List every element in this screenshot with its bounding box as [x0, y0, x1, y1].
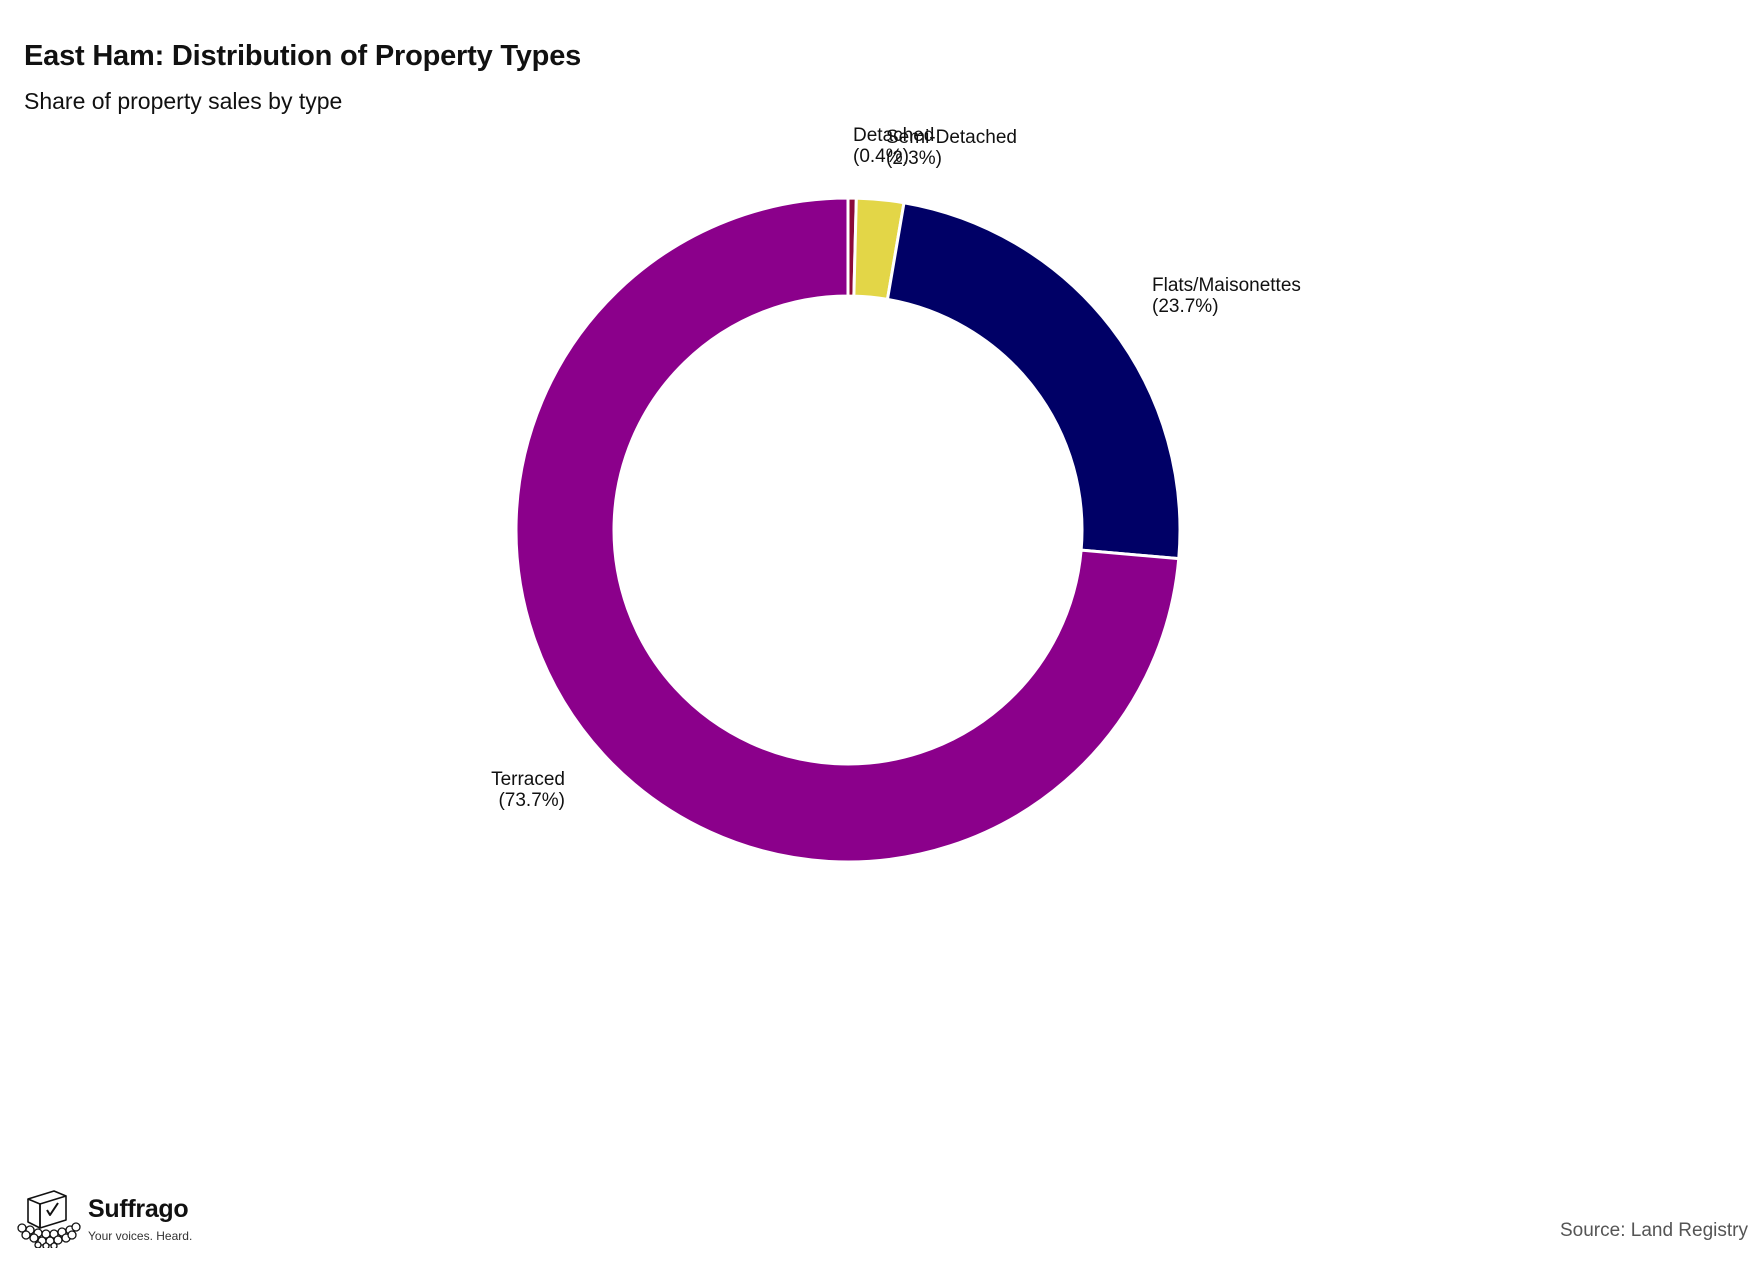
source-note: Source: Land Registry	[1560, 1220, 1748, 1241]
brand-tagline: Your voices. Heard.	[88, 1229, 193, 1243]
label-flats-maisonettes: Flats/Maisonettes (23.7%)	[1152, 275, 1301, 317]
brand-name: Suffrago	[88, 1195, 189, 1223]
slice-terraced	[514, 196, 1181, 864]
label-flats-maisonettes-value: (23.7%)	[1152, 296, 1219, 317]
label-flats-maisonettes-name: Flats/Maisonettes	[1152, 275, 1301, 296]
label-semi-detached-value: (2.3%)	[886, 148, 942, 169]
chart-title: East Ham: Distribution of Property Types	[24, 40, 582, 72]
slice-flats-maisonettes	[885, 201, 1182, 561]
chart-subtitle: Share of property sales by type	[24, 88, 343, 114]
slice-labels: Detached (0.4%)Semi-Detached (2.3%) Flats/M…	[491, 125, 1301, 811]
label-detached-value: (0.4%)	[853, 146, 909, 167]
label-semi-detached-name: Semi-Detached	[886, 127, 1017, 148]
label-terraced-name: Terraced	[491, 769, 565, 790]
label-detached: Detached (0.4%)	[853, 125, 934, 167]
label-terraced: Terraced (73.7%)	[491, 769, 565, 811]
donut-slices	[514, 196, 1182, 864]
label-semi-detached: Semi-Detached (2.3%)	[886, 127, 1017, 169]
label-terraced-value: (73.7%)	[498, 790, 565, 811]
ballot-box-logo-icon	[17, 1190, 81, 1248]
label-detached-name: Detached	[853, 125, 934, 146]
